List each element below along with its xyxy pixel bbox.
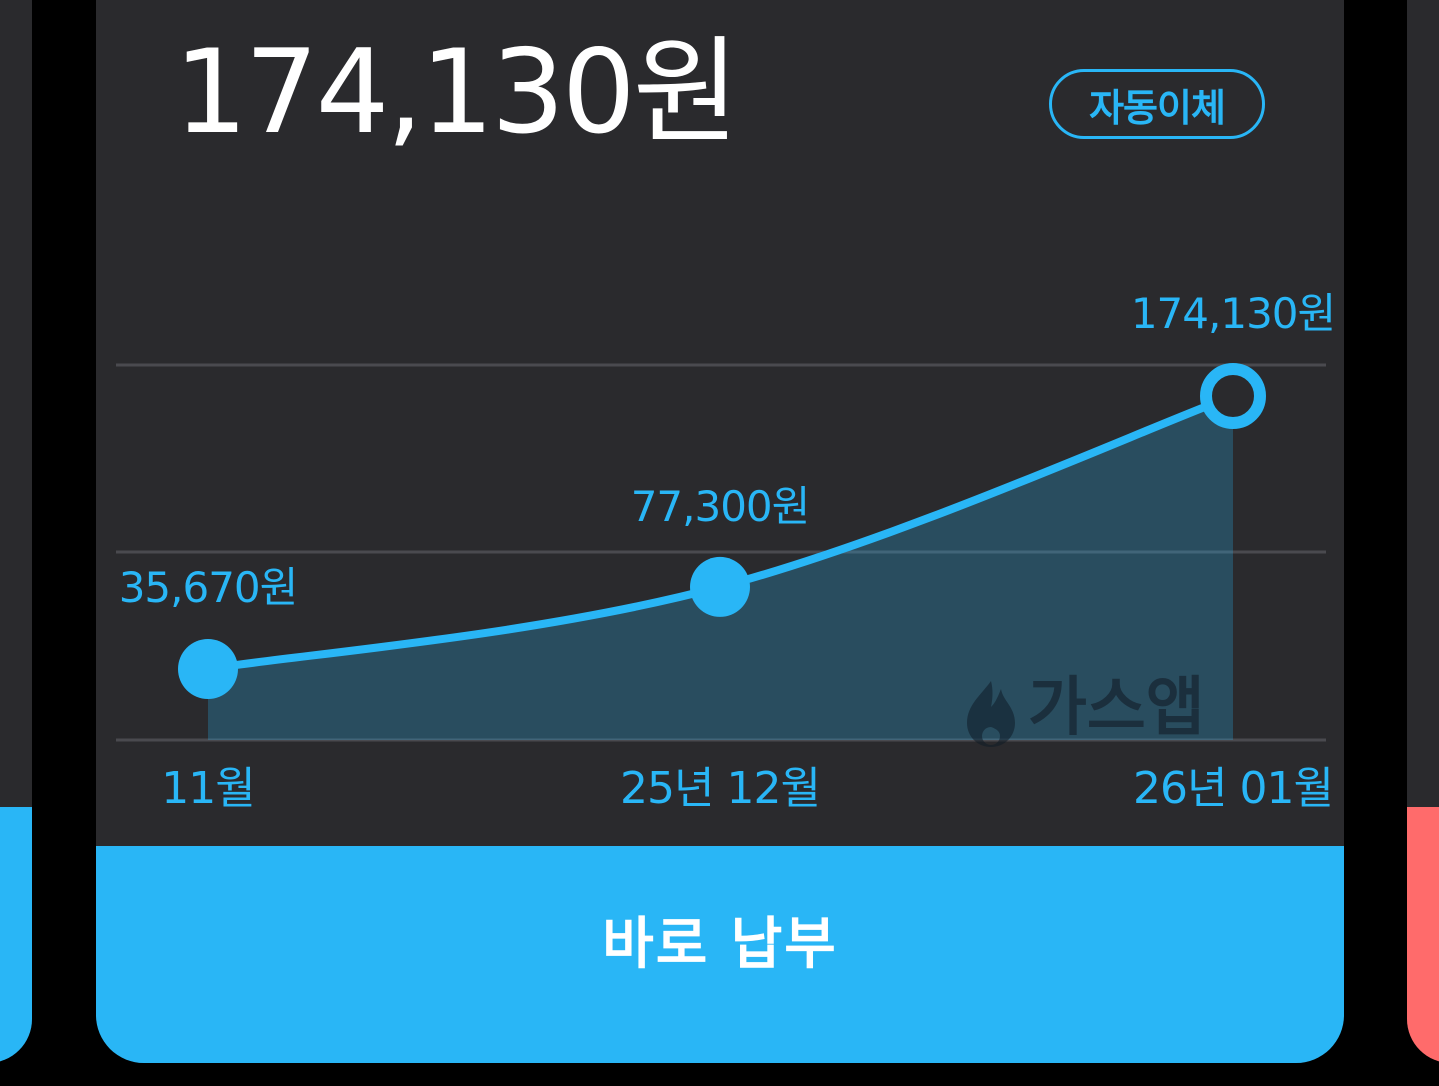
next-bill-card-footer[interactable] [1407,807,1439,1063]
chart-data-labels: 35,670원 77,300원 174,130원 [119,289,1336,612]
chart-point [178,639,238,699]
chart-x-ticks: 11월 25년 12월 26년 01월 [161,763,1334,814]
pay-now-button[interactable]: 바로 납부 [96,846,1344,1063]
chart-area-fill [208,396,1233,740]
chart-points [178,363,1266,699]
flame-icon [967,681,1015,747]
bill-card: 174,130원 자동이체 가스앱 35,670원 77,300원 174,130원… [96,0,1344,1063]
next-bill-card[interactable] [1407,0,1439,1063]
chart-data-label: 77,300원 [631,482,810,531]
previous-bill-card[interactable] [0,0,32,1063]
chart-data-label: 35,670원 [119,563,298,612]
chart-x-tick-label: 25년 12월 [620,763,820,814]
usage-chart: 가스앱 35,670원 77,300원 174,130원 11월 25년 12월 26년… [116,289,1336,814]
chart-point [690,556,750,617]
previous-bill-card-footer[interactable] [0,807,32,1063]
chart-x-tick-label: 26년 01월 [1133,763,1333,814]
watermark: 가스앱 [967,671,1205,747]
bill-amount: 174,130원 [174,25,739,160]
chart-data-label: 174,130원 [1131,289,1335,338]
chart-point-current [1200,363,1266,429]
chart-x-tick-label: 11월 [161,763,254,814]
chart-grid [116,363,1326,742]
watermark-label: 가스앱 [1028,671,1205,745]
autopay-button[interactable]: 자동이체 [1049,69,1265,139]
